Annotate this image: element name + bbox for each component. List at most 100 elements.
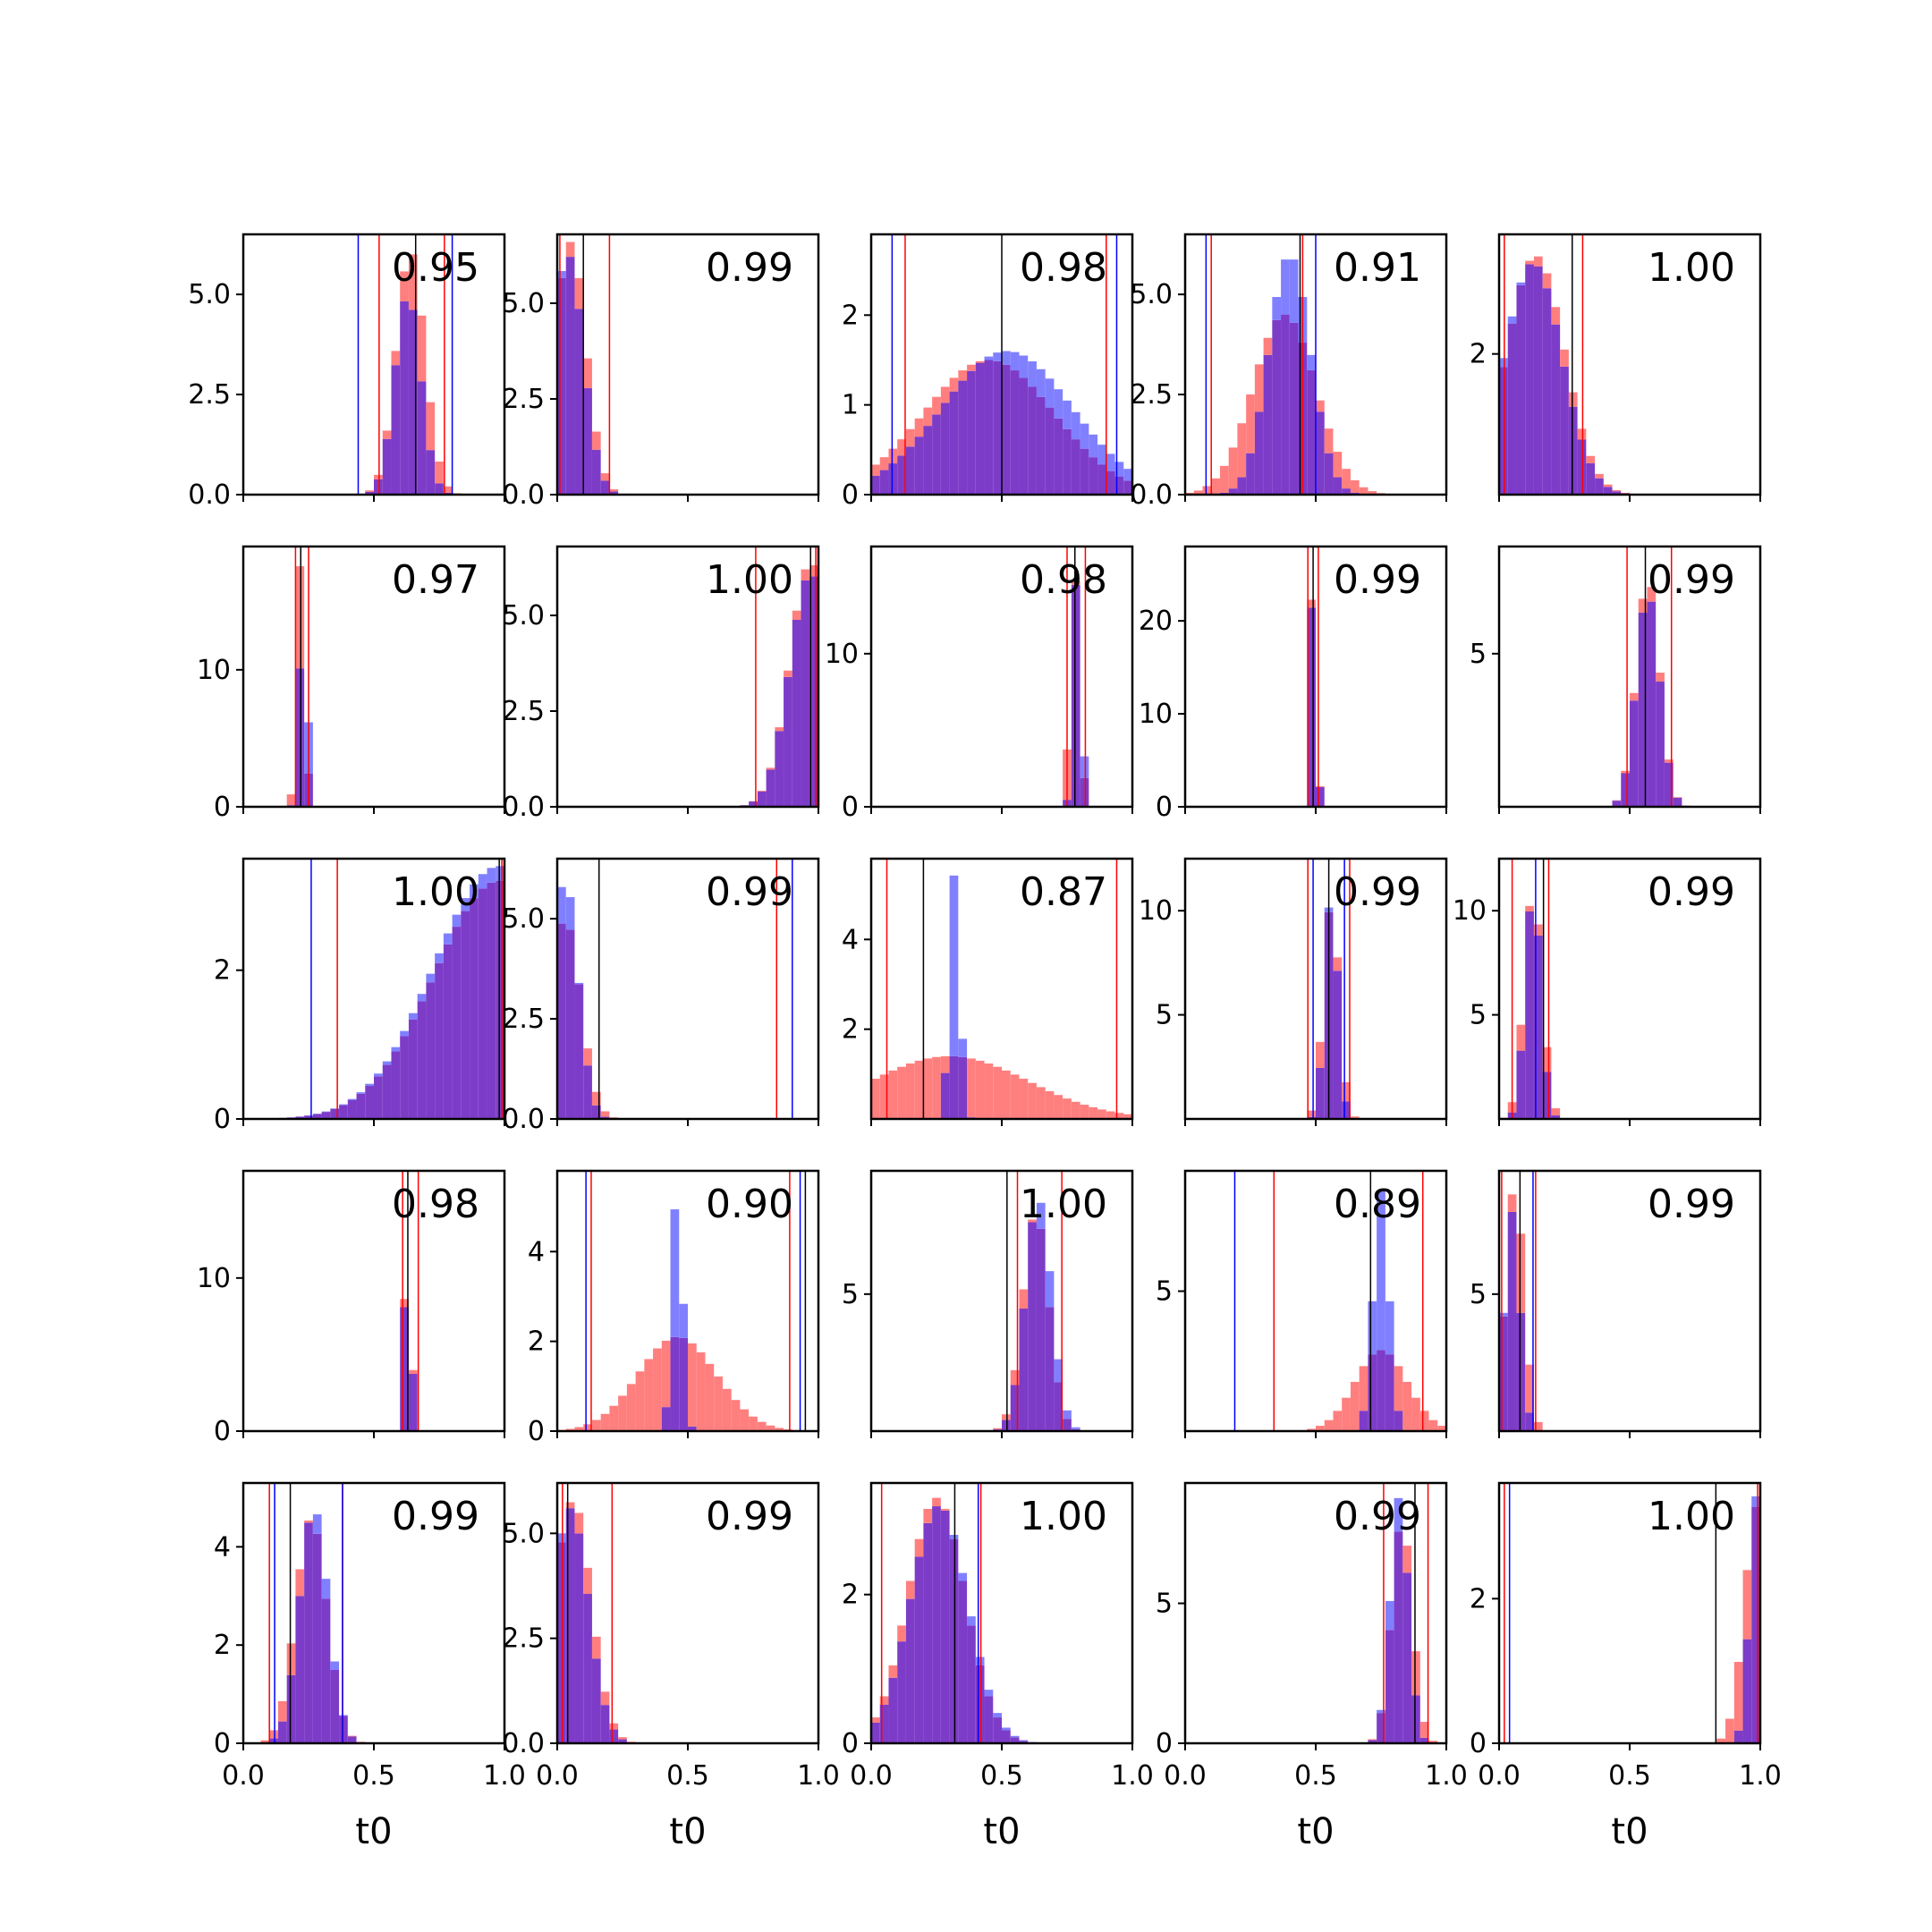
overlap-bar (1647, 601, 1657, 807)
overlap-bar (1751, 1506, 1760, 1743)
overlap-bar (365, 491, 374, 495)
blue-bar (330, 1661, 340, 1671)
blue-bar (452, 914, 462, 928)
red-bar (1419, 1722, 1429, 1738)
red-bar (565, 1502, 575, 1509)
overlap-bar (975, 362, 985, 495)
overlap-bar (1089, 457, 1098, 495)
overlap-bar (923, 426, 933, 495)
histogram-bars (557, 1502, 645, 1743)
red-bar (286, 794, 296, 806)
red-bar (304, 1520, 313, 1523)
blue-bar (391, 1046, 401, 1052)
blue-bar (1080, 756, 1089, 778)
overlap-bar (888, 1677, 898, 1743)
overlap-bar (1307, 607, 1316, 807)
panel-3-5: 5 10 0.99 (1453, 857, 1762, 1126)
x-axis-label: t0 (1611, 1811, 1648, 1852)
overlap-bar (1333, 477, 1343, 495)
y-tick-label: 5.0 (502, 288, 545, 319)
red-bar (871, 1717, 880, 1723)
overlap-bar (1080, 448, 1089, 495)
red-bar (871, 464, 880, 476)
overlap-bar (1237, 477, 1247, 495)
red-bar (871, 1079, 880, 1119)
overlap-bar (339, 1716, 348, 1743)
y-tick-label: 4 (528, 1236, 545, 1267)
overlap-bar (1525, 911, 1534, 1119)
red-bar (1202, 486, 1212, 495)
red-bar (1002, 1070, 1011, 1119)
panel-5-2: 0.0 2.5 5.0 0.0 0.5 1.0 t0 0.99 (502, 1481, 840, 1852)
overlap-bar (1411, 1695, 1420, 1743)
overlap-bar (1010, 1385, 1020, 1431)
red-bar (661, 1340, 671, 1408)
blue-bar (557, 886, 566, 924)
overlap-bar (1586, 462, 1596, 495)
overlap-bar (1097, 464, 1106, 495)
y-tick-label: 2.5 (502, 384, 545, 415)
blue-bar (1019, 355, 1029, 378)
overlap-bar (1028, 386, 1037, 495)
overlap-bar (1080, 777, 1089, 807)
red-bar (905, 1063, 915, 1119)
y-tick-label: 5 (1470, 1279, 1487, 1310)
overlap-bar (1742, 1639, 1752, 1743)
red-bar (1533, 924, 1543, 936)
panel-5-3: 0 2 0.0 0.5 1.0 t0 1.00 (842, 1481, 1154, 1852)
overlap-bar (1254, 411, 1264, 495)
x-tick-label: 1.0 (1739, 1760, 1782, 1792)
overlap-bar (583, 387, 592, 495)
overlap-bar (958, 380, 968, 495)
red-bar (714, 1376, 723, 1431)
y-tick-label: 0 (214, 1416, 231, 1447)
red-bar (286, 1643, 296, 1675)
histogram-bars (557, 242, 636, 495)
y-tick-label: 4 (214, 1531, 231, 1563)
red-bar (888, 448, 898, 464)
overlap-bar (591, 1105, 601, 1119)
overlap-bar (417, 1001, 427, 1119)
overlap-bar (1289, 322, 1299, 495)
panel-2-4: 0 10 20 0.99 (1139, 545, 1448, 823)
red-bar (1428, 1419, 1438, 1431)
panel-score: 0.89 (1334, 1182, 1421, 1227)
red-bar (1551, 307, 1561, 325)
red-bar (277, 1700, 287, 1722)
blue-bar (949, 875, 959, 1056)
blue-bar (1499, 1312, 1508, 1317)
red-bar (618, 1395, 627, 1431)
blue-bar (1123, 469, 1132, 481)
overlap-bar (1263, 354, 1273, 495)
blue-bar (993, 352, 1002, 361)
panel-1-5: 21.00 (1470, 233, 1762, 502)
y-tick-label: 2 (842, 300, 859, 331)
red-bar (1246, 394, 1255, 453)
red-bar (1359, 487, 1368, 495)
red-bar (757, 790, 767, 792)
overlap-bar (461, 911, 470, 1119)
blue-bar (330, 1108, 340, 1109)
blue-bar (993, 1713, 1002, 1718)
red-bar (1028, 1082, 1037, 1119)
red-bar (897, 1625, 906, 1642)
panel-5-1: 0 2 4 0.0 0.5 1.0 t0 0.99 (214, 1481, 526, 1852)
overlap-bar (993, 1717, 1002, 1743)
overlap-bar (1560, 366, 1569, 495)
overlap-bar (496, 880, 504, 1119)
red-bar (600, 473, 610, 481)
overlap-bar (365, 1086, 374, 1119)
x-axis-label: t0 (1297, 1811, 1334, 1852)
x-tick-label: 0.0 (536, 1760, 579, 1792)
red-bar (1193, 490, 1203, 495)
overlap-bar (932, 414, 941, 495)
blue-bar (1114, 462, 1124, 477)
red-bar (784, 670, 792, 677)
red-bar (1350, 479, 1360, 493)
blue-bar (356, 1092, 366, 1094)
y-tick-label: 5 (1156, 1589, 1173, 1620)
panel-score: 0.95 (392, 245, 479, 291)
red-bar (1525, 260, 1534, 265)
x-axis-label: t0 (355, 1811, 392, 1852)
red-bar (269, 1730, 278, 1739)
